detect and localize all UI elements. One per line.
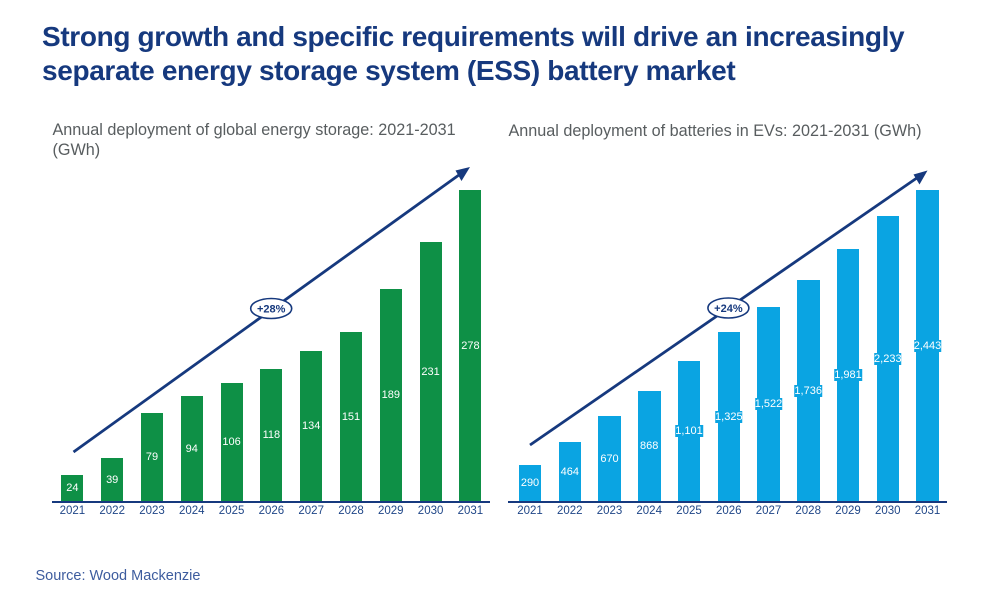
svg-text:+28%: +28% [257, 304, 286, 316]
svg-text:+24%: +24% [714, 303, 743, 315]
